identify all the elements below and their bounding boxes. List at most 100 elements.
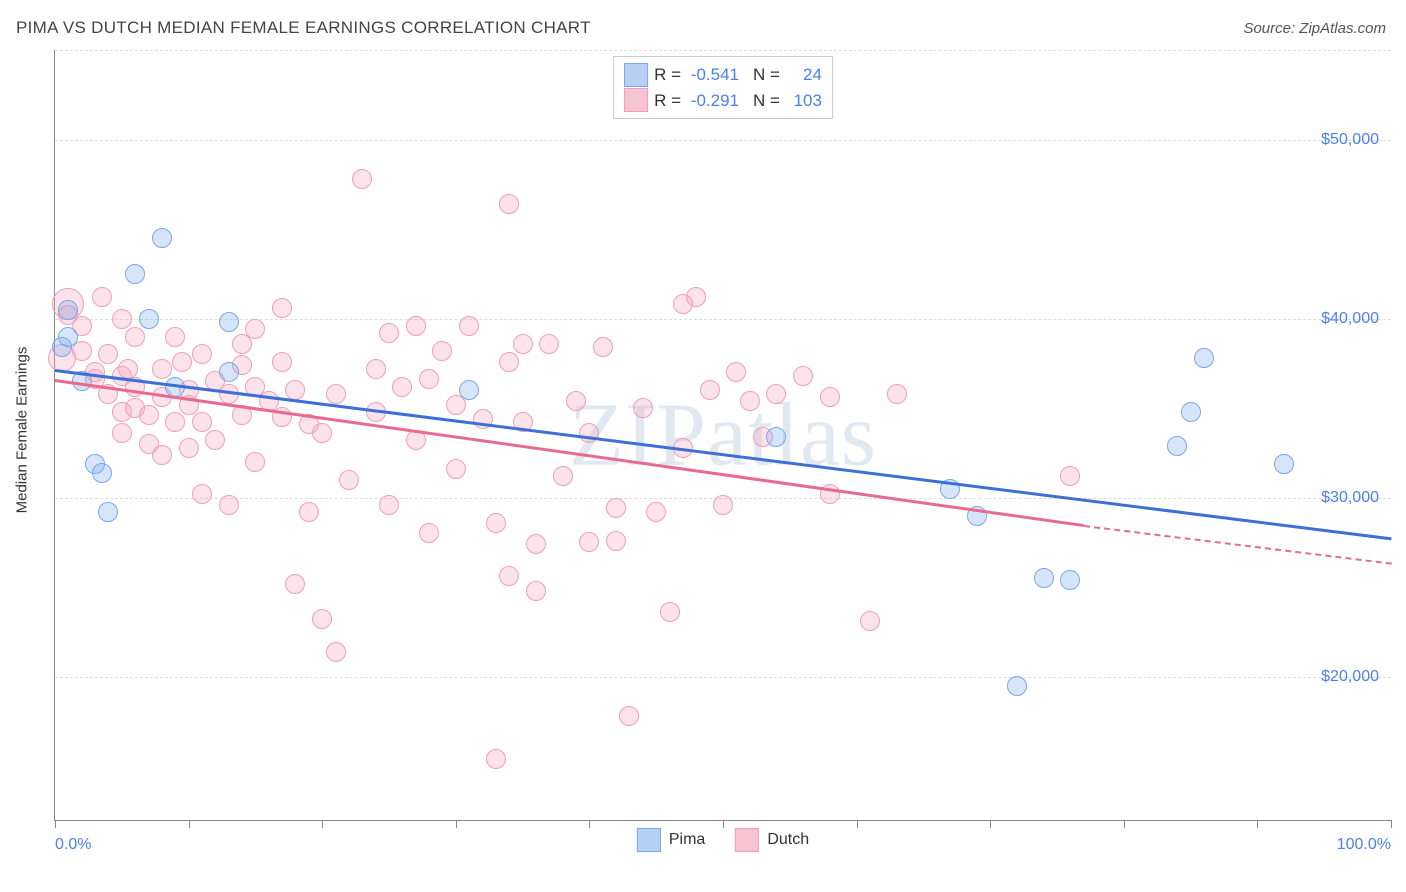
data-point xyxy=(285,574,305,594)
r-label: R = xyxy=(654,88,681,114)
x-tick xyxy=(589,820,590,828)
data-point xyxy=(619,706,639,726)
r-value-pima: -0.541 xyxy=(687,62,739,88)
data-point xyxy=(219,362,239,382)
stats-row-pima: R = -0.541 N = 24 xyxy=(624,62,822,88)
correlation-stats-box: R = -0.541 N = 24 R = -0.291 N = 103 xyxy=(613,56,833,119)
legend-label-dutch: Dutch xyxy=(767,831,809,849)
x-tick-label-right: 100.0% xyxy=(1337,836,1391,854)
data-point xyxy=(406,316,426,336)
data-point xyxy=(192,484,212,504)
chart-header: PIMA VS DUTCH MEDIAN FEMALE EARNINGS COR… xyxy=(16,18,1386,38)
data-point xyxy=(92,463,112,483)
data-point xyxy=(593,337,613,357)
stats-row-dutch: R = -0.291 N = 103 xyxy=(624,88,822,114)
data-point xyxy=(172,352,192,372)
data-point xyxy=(219,312,239,332)
x-tick xyxy=(857,820,858,828)
data-point xyxy=(165,327,185,347)
x-tick xyxy=(189,820,190,828)
legend: Pima Dutch xyxy=(637,828,809,852)
data-point xyxy=(793,366,813,386)
data-point xyxy=(419,523,439,543)
data-point xyxy=(887,384,907,404)
data-point xyxy=(352,169,372,189)
data-point xyxy=(92,287,112,307)
data-point xyxy=(179,438,199,458)
data-point xyxy=(245,319,265,339)
data-point xyxy=(152,359,172,379)
data-point xyxy=(112,309,132,329)
x-tick xyxy=(723,820,724,828)
data-point xyxy=(272,352,292,372)
data-point xyxy=(219,495,239,515)
data-point xyxy=(539,334,559,354)
data-point xyxy=(152,228,172,248)
chart-title: PIMA VS DUTCH MEDIAN FEMALE EARNINGS COR… xyxy=(16,18,591,38)
data-point xyxy=(700,380,720,400)
data-point xyxy=(486,749,506,769)
legend-label-pima: Pima xyxy=(669,831,705,849)
data-point xyxy=(486,513,506,533)
x-tick xyxy=(1124,820,1125,828)
legend-swatch-dutch xyxy=(735,828,759,852)
data-point xyxy=(326,642,346,662)
y-tick-label: $50,000 xyxy=(1321,131,1379,149)
data-point xyxy=(152,445,172,465)
y-tick-label: $40,000 xyxy=(1321,310,1379,328)
data-point xyxy=(459,380,479,400)
data-point xyxy=(326,384,346,404)
data-point xyxy=(1007,676,1027,696)
data-point xyxy=(553,466,573,486)
data-point xyxy=(1167,436,1187,456)
data-point xyxy=(726,362,746,382)
data-point xyxy=(499,566,519,586)
x-tick xyxy=(990,820,991,828)
x-tick xyxy=(1257,820,1258,828)
swatch-dutch xyxy=(624,88,648,112)
trend-line-extrapolated xyxy=(1084,525,1392,565)
data-point xyxy=(1060,570,1080,590)
x-tick xyxy=(322,820,323,828)
source-label: Source: ZipAtlas.com xyxy=(1243,20,1386,37)
data-point xyxy=(1181,402,1201,422)
y-tick-label: $20,000 xyxy=(1321,668,1379,686)
data-point xyxy=(713,495,733,515)
data-point xyxy=(459,316,479,336)
r-value-dutch: -0.291 xyxy=(687,88,739,114)
data-point xyxy=(52,337,72,357)
data-point xyxy=(646,502,666,522)
data-point xyxy=(139,309,159,329)
data-point xyxy=(1060,466,1080,486)
data-point xyxy=(446,459,466,479)
legend-item-pima: Pima xyxy=(637,828,705,852)
data-point xyxy=(392,377,412,397)
data-point xyxy=(58,300,78,320)
data-point xyxy=(432,341,452,361)
data-point xyxy=(766,384,786,404)
gridline xyxy=(55,677,1391,678)
data-point xyxy=(499,352,519,372)
x-tick xyxy=(456,820,457,828)
data-point xyxy=(98,344,118,364)
data-point xyxy=(766,427,786,447)
data-point xyxy=(125,327,145,347)
data-point xyxy=(312,423,332,443)
n-label: N = xyxy=(753,62,780,88)
legend-swatch-pima xyxy=(637,828,661,852)
gridline xyxy=(55,140,1391,141)
data-point xyxy=(339,470,359,490)
x-tick xyxy=(1391,820,1392,828)
data-point xyxy=(312,609,332,629)
data-point xyxy=(820,387,840,407)
n-label: N = xyxy=(753,88,780,114)
data-point xyxy=(1194,348,1214,368)
data-point xyxy=(299,502,319,522)
data-point xyxy=(860,611,880,631)
data-point xyxy=(606,531,626,551)
n-value-dutch: 103 xyxy=(786,88,822,114)
data-point xyxy=(1034,568,1054,588)
gridline xyxy=(55,50,1391,51)
x-tick-label-left: 0.0% xyxy=(55,836,91,854)
r-label: R = xyxy=(654,62,681,88)
